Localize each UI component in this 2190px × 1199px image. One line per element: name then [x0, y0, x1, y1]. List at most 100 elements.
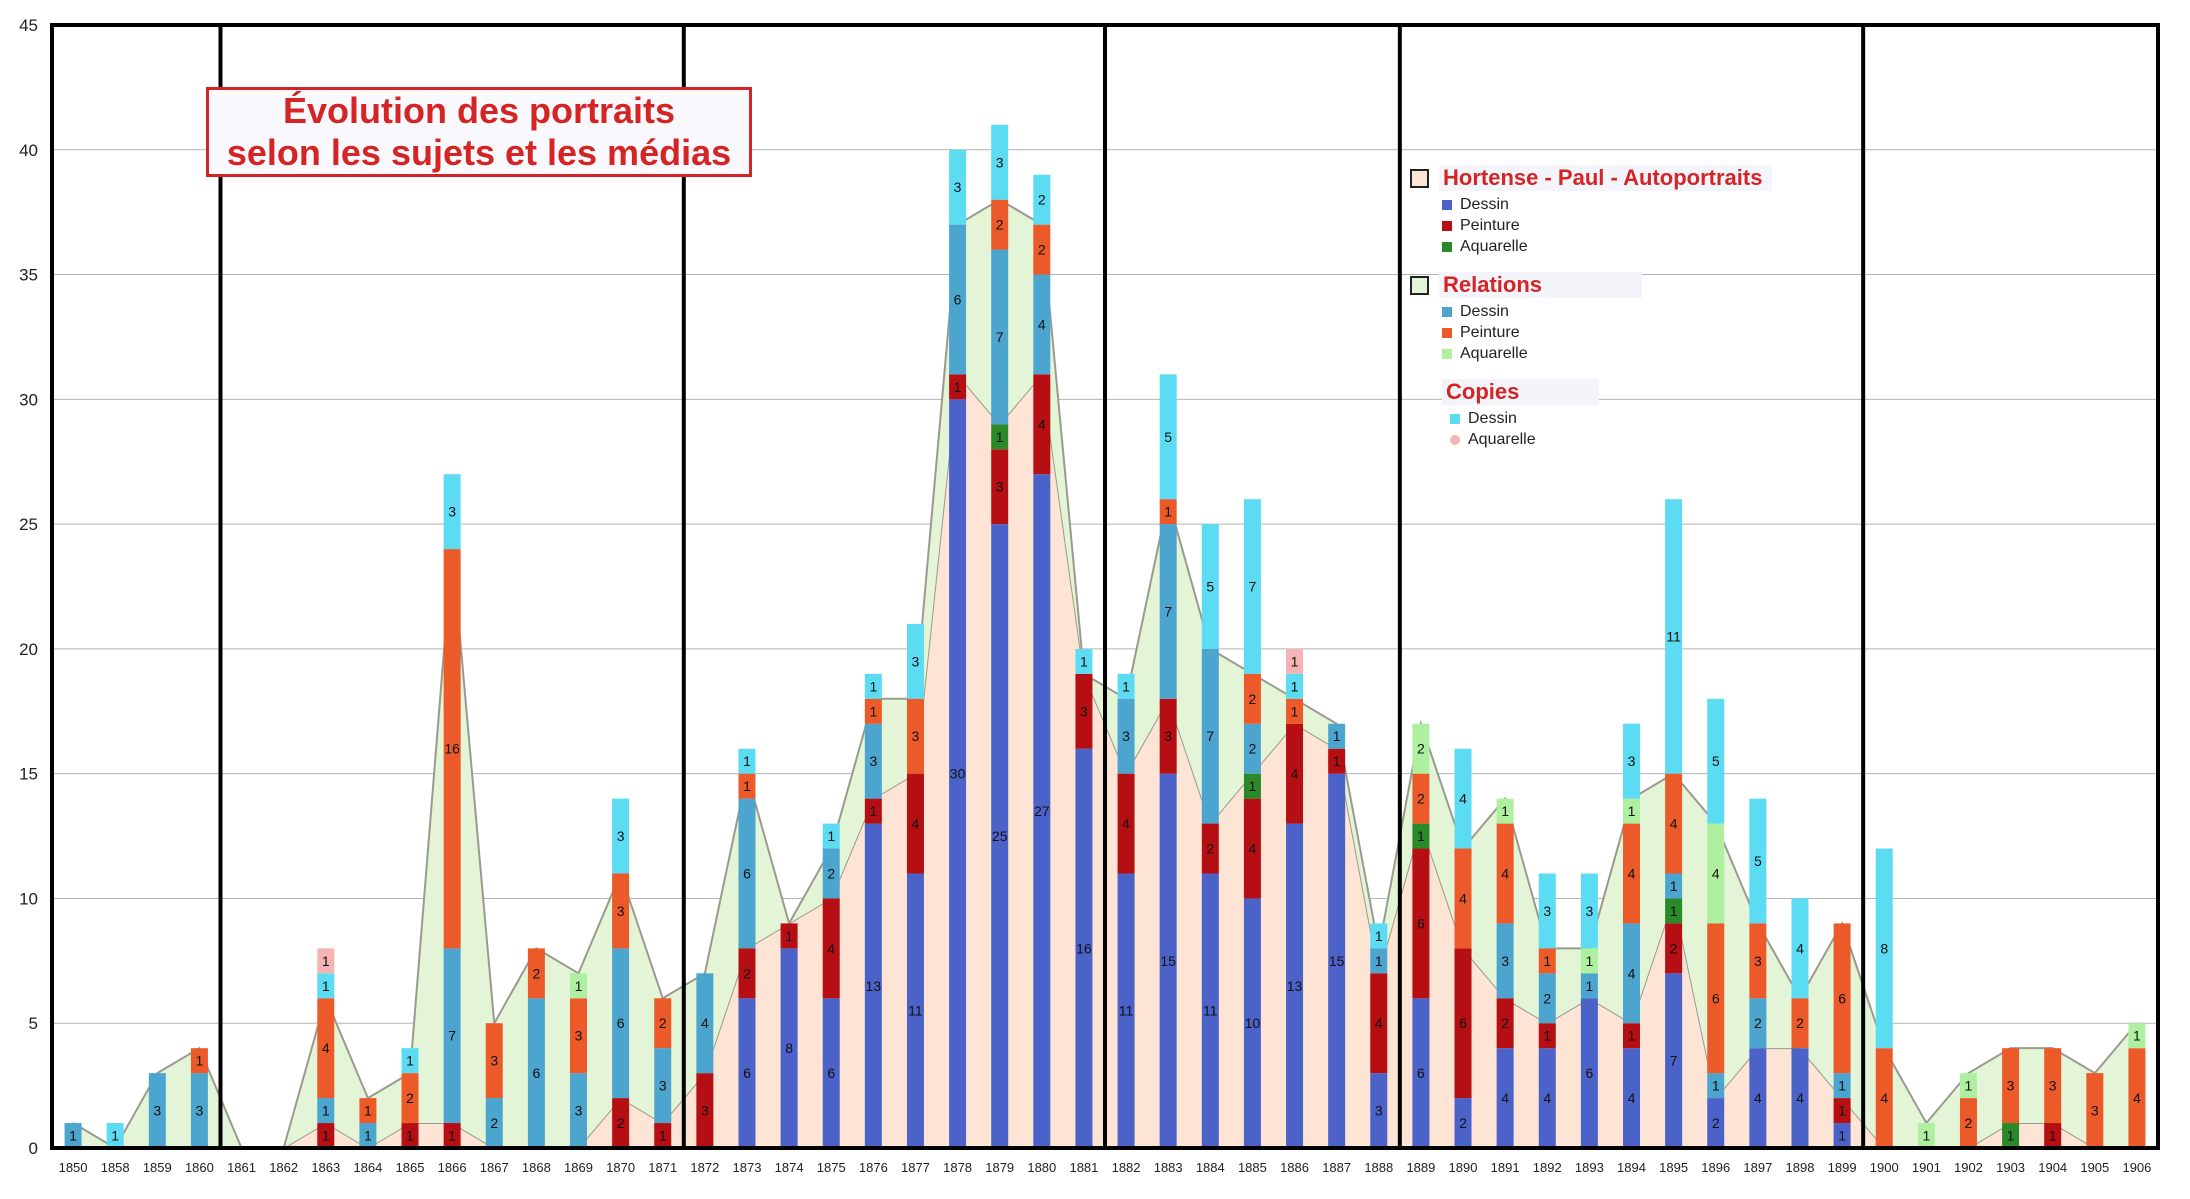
legend-item-label: Aquarelle: [1468, 430, 1536, 448]
bar-segment: [443, 549, 461, 949]
data-label: 1: [996, 429, 1004, 445]
bar-segment: [1286, 648, 1304, 674]
bar-segment: [1159, 698, 1177, 774]
data-label: 1: [575, 978, 583, 994]
bar-segment: [738, 798, 756, 949]
bar-segment: [1623, 798, 1640, 824]
y-tick-label: 5: [29, 1014, 38, 1033]
bar-segment: [1623, 923, 1640, 1024]
bar-segment: [1243, 773, 1261, 799]
data-label: 7: [1249, 579, 1257, 595]
bar-segment: [1033, 474, 1051, 1148]
legend-swatch: [1442, 327, 1452, 338]
data-label: 1: [1628, 803, 1636, 819]
bar-segment: [317, 973, 335, 999]
area-fill: [73, 199, 2137, 1148]
data-label: 4: [1628, 965, 1636, 981]
data-label: 3: [1628, 753, 1636, 769]
x-tick-label: 1897: [1743, 1160, 1772, 1175]
legend-swatch: [1450, 413, 1460, 424]
data-label: 13: [866, 978, 882, 994]
bar-segment: [1707, 698, 1725, 824]
data-label: 1: [1249, 778, 1257, 794]
data-label: 16: [444, 741, 460, 757]
data-label: 1: [827, 828, 835, 844]
bar-segment: [1917, 1123, 1935, 1148]
data-label: 4: [1670, 816, 1678, 832]
bar-segment: [1412, 723, 1430, 774]
data-label: 1: [785, 928, 793, 944]
data-label: 1: [659, 1128, 667, 1144]
data-label: 4: [1754, 1090, 1762, 1106]
bar-segment: [991, 249, 1009, 425]
bar-segment: [1580, 948, 1598, 974]
data-label: 6: [1459, 1015, 1467, 1031]
bar-segment: [317, 1123, 335, 1148]
bar-segment: [864, 698, 882, 724]
data-label: 4: [2133, 1090, 2141, 1106]
bar-segment: [1749, 798, 1767, 924]
bar-segment: [1623, 723, 1640, 799]
bar-segment: [1243, 673, 1261, 724]
bar-segment: [949, 224, 967, 375]
data-label: 1: [1838, 1128, 1846, 1144]
data-label: 4: [1501, 865, 1509, 881]
bar-segment: [2002, 1123, 2020, 1148]
legend-group-hortense: Hortense - Paul - Autoportraits Dessin P…: [1410, 162, 1830, 257]
data-label: 4: [1880, 1090, 1888, 1106]
bar-segment: [696, 1073, 714, 1148]
bar-segment: [612, 1098, 630, 1148]
legend-swatch: [1442, 348, 1452, 359]
data-label: 2: [532, 965, 540, 981]
data-label: 6: [532, 1065, 540, 1081]
bar-segment: [1159, 374, 1177, 500]
chart-title-line2: selon les sujets et les médias: [226, 132, 732, 173]
bar-segment: [949, 149, 967, 225]
data-label: 1: [869, 703, 877, 719]
data-label: 1: [743, 753, 751, 769]
bar-segment: [1033, 224, 1051, 275]
data-label: 1: [406, 1053, 414, 1069]
value-labels: 1 13 3111411111211716323623312633132346261…: [69, 154, 2141, 1143]
data-label: 4: [1038, 416, 1046, 432]
data-label: 2: [1249, 741, 1257, 757]
data-label: 5: [1206, 579, 1214, 595]
data-label: 7: [1206, 728, 1214, 744]
x-tick-label: 1893: [1575, 1160, 1604, 1175]
data-label: 1: [364, 1128, 372, 1144]
bar-segment: [2002, 1048, 2020, 1124]
bar-segment: [1412, 848, 1430, 999]
x-tick-label: 1882: [1112, 1160, 1141, 1175]
data-label: 7: [448, 1028, 456, 1044]
legend-item-label: Aquarelle: [1460, 237, 1528, 255]
x-tick-label: 1870: [606, 1160, 635, 1175]
data-label: 2: [1796, 1015, 1804, 1031]
data-label: 4: [912, 816, 920, 832]
bar-segment: [822, 848, 840, 899]
bar-segment: [612, 873, 630, 949]
bar-segment: [1370, 923, 1388, 949]
data-label: 4: [1459, 890, 1467, 906]
x-tick-label: 1871: [648, 1160, 677, 1175]
x-tick-label: 1860: [185, 1160, 214, 1175]
bar-segment: [1454, 1098, 1472, 1148]
x-tick-label: 1884: [1196, 1160, 1225, 1175]
data-label: 2: [1417, 791, 1425, 807]
x-tick-label: 1868: [522, 1160, 551, 1175]
x-tick-label: 1875: [817, 1160, 846, 1175]
bar-segment: [2086, 1073, 2104, 1148]
bar-segment: [612, 798, 630, 874]
y-tick-label: 0: [29, 1139, 38, 1158]
data-label: 4: [1501, 1090, 1509, 1106]
legend-group-header: Copies: [1442, 379, 1600, 405]
bar-segment: [2128, 1023, 2146, 1049]
bar-segment: [991, 199, 1009, 250]
bar-segment: [1075, 648, 1093, 674]
bar-segment: [1033, 274, 1051, 375]
bar-segment: [1580, 998, 1598, 1148]
bar-segment: [1033, 174, 1051, 225]
bar-segment: [1201, 873, 1219, 1148]
data-label: 30: [950, 766, 966, 782]
x-tick-label: 1883: [1154, 1160, 1183, 1175]
data-label: 3: [869, 753, 877, 769]
